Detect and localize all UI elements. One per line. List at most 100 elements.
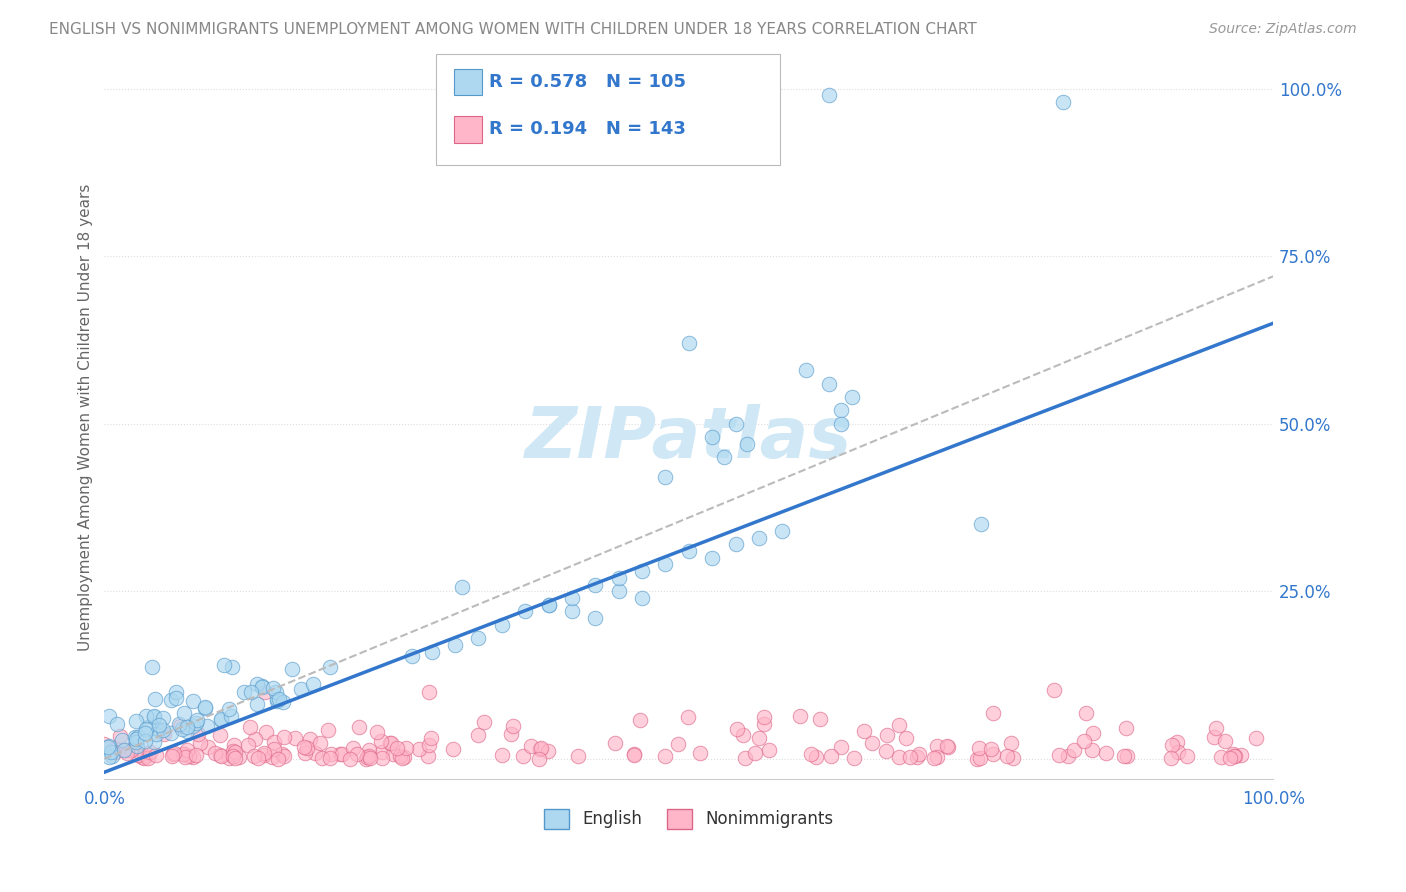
Point (195, 719, 218, 733)
Point (418, 685, 440, 699)
Point (111, 733, 134, 747)
Point (654, 749, 676, 764)
Point (263, 742, 285, 756)
Point (267, 692, 290, 706)
Point (980, 742, 1002, 756)
Point (418, 738, 440, 752)
Point (172, 747, 194, 761)
Point (120, 743, 142, 757)
Point (356, 751, 378, 765)
Point (561, 604, 583, 618)
Point (408, 742, 430, 756)
Point (744, 746, 766, 760)
Point (134, 733, 156, 747)
Point (967, 740, 990, 755)
Point (148, 723, 170, 737)
Point (860, 736, 883, 750)
Point (981, 706, 1004, 721)
Point (567, 748, 589, 763)
Point (800, 747, 823, 762)
Point (218, 702, 240, 716)
Point (1052, 95, 1074, 109)
Point (654, 470, 676, 484)
Point (770, 524, 793, 538)
Point (187, 727, 209, 741)
Point (100, 745, 122, 759)
Point (194, 700, 217, 714)
Point (221, 660, 243, 674)
Point (148, 718, 170, 732)
Point (222, 738, 245, 752)
Point (165, 691, 187, 706)
Point (1223, 749, 1246, 764)
Point (284, 731, 307, 746)
Point (98, 749, 121, 764)
Point (537, 743, 560, 757)
Point (316, 723, 339, 738)
Point (512, 749, 534, 764)
Point (1213, 734, 1236, 748)
Point (184, 747, 207, 762)
Point (607, 584, 630, 599)
Point (152, 723, 174, 737)
Point (319, 659, 342, 673)
Point (243, 732, 266, 747)
Point (224, 751, 246, 765)
Point (159, 726, 181, 740)
Point (221, 747, 243, 761)
Point (239, 720, 262, 734)
Point (240, 684, 263, 698)
Point (176, 723, 198, 738)
Point (219, 708, 242, 723)
Point (253, 685, 276, 699)
Point (1244, 731, 1267, 745)
Point (702, 430, 724, 444)
Point (142, 735, 165, 749)
Point (983, 747, 1005, 761)
Point (273, 749, 295, 764)
Point (830, 740, 852, 755)
Point (98, 739, 121, 754)
Point (162, 747, 184, 762)
Point (222, 744, 245, 758)
Point (136, 720, 159, 734)
Text: ZIPatlas: ZIPatlas (524, 404, 852, 474)
Point (713, 450, 735, 465)
Point (818, 88, 841, 103)
Point (472, 714, 495, 729)
Point (735, 437, 758, 451)
Point (530, 740, 553, 755)
Point (112, 743, 135, 757)
Point (907, 747, 929, 761)
Point (451, 580, 474, 594)
Point (218, 750, 240, 764)
Point (520, 739, 543, 753)
Point (724, 537, 747, 551)
Point (876, 728, 898, 742)
Point (142, 710, 165, 724)
Point (267, 752, 290, 766)
Point (209, 713, 232, 727)
Point (830, 417, 852, 431)
Point (224, 745, 246, 759)
Point (1000, 736, 1022, 750)
Point (529, 751, 551, 765)
Point (254, 724, 277, 739)
Point (250, 680, 273, 694)
Point (173, 747, 195, 761)
Point (678, 544, 700, 558)
Point (145, 727, 167, 741)
Point (529, 742, 551, 756)
Point (160, 693, 183, 707)
Point (357, 748, 380, 763)
Point (125, 734, 148, 748)
Point (1230, 748, 1253, 763)
Point (127, 747, 149, 762)
Point (294, 746, 316, 760)
Point (1167, 745, 1189, 759)
Point (115, 746, 138, 760)
Point (905, 750, 928, 764)
Point (222, 749, 245, 764)
Point (1219, 751, 1241, 765)
Point (499, 727, 522, 741)
